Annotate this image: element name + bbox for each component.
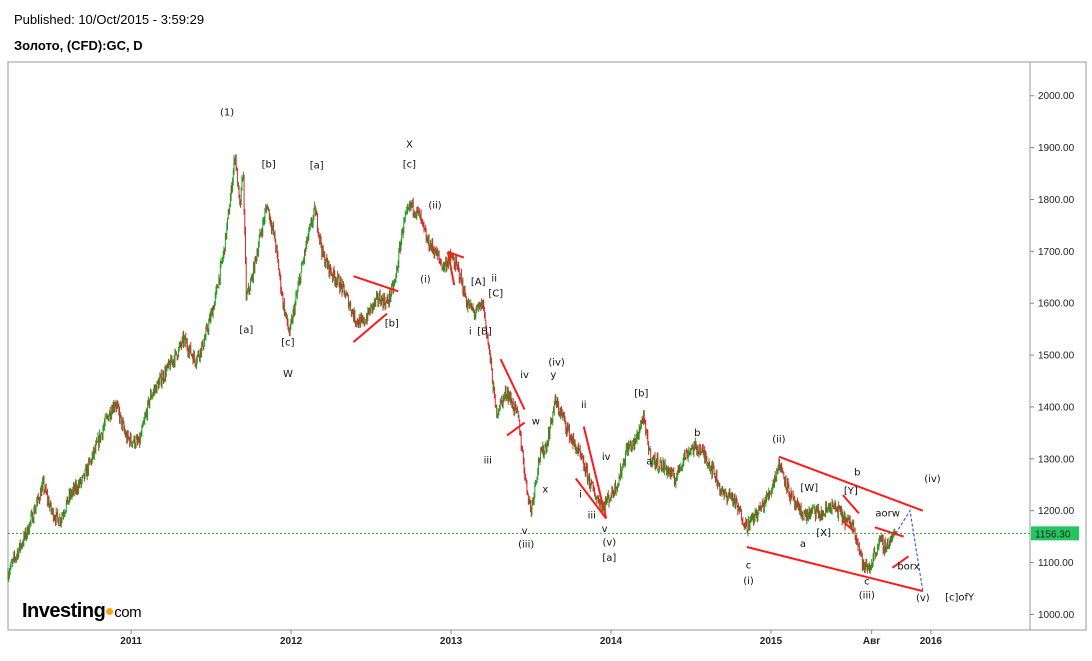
x-tick-label: 2011 bbox=[120, 636, 142, 647]
wave-label: i bbox=[469, 326, 472, 337]
projection-path bbox=[895, 509, 924, 592]
price-axis-frame bbox=[1029, 61, 1087, 631]
wave-trendline bbox=[842, 494, 860, 514]
last-price-label: 1156.30 bbox=[1035, 529, 1071, 540]
wave-label: c bbox=[746, 560, 752, 571]
wave-trendline bbox=[842, 520, 855, 533]
wave-trendline bbox=[353, 275, 399, 293]
x-tick-label: Авг bbox=[863, 636, 881, 647]
wave-label: (v) bbox=[602, 537, 616, 548]
wave-label: aorw bbox=[875, 508, 900, 519]
wave-label: [a] bbox=[602, 553, 616, 564]
y-tick-label: 2000.00 bbox=[1038, 91, 1075, 102]
wave-trendline bbox=[506, 421, 526, 437]
x-tick-label: 2012 bbox=[280, 636, 303, 647]
wave-label: (iii) bbox=[518, 540, 534, 551]
wave-label: (1) bbox=[220, 107, 234, 118]
wave-label: [W] bbox=[800, 483, 818, 494]
wave-label: W bbox=[283, 369, 293, 380]
y-tick-label: 1200.00 bbox=[1038, 506, 1075, 517]
wave-trendline bbox=[352, 312, 388, 343]
chart-title: Золото, (CFD):GC, D bbox=[14, 38, 143, 53]
wave-label: v bbox=[522, 526, 528, 537]
last-price-badge bbox=[1031, 526, 1079, 541]
y-tick-label: 1000.00 bbox=[1038, 610, 1075, 621]
wave-label: [b] bbox=[385, 319, 399, 330]
y-tick-label: 1900.00 bbox=[1038, 143, 1075, 154]
wave-label: (v) bbox=[916, 593, 930, 604]
wave-label: ii bbox=[491, 273, 497, 284]
x-tick-label: 2013 bbox=[440, 636, 463, 647]
wave-trendline bbox=[874, 526, 904, 538]
wave-label: (iv) bbox=[548, 357, 565, 368]
wave-trendline bbox=[446, 251, 456, 286]
y-tick-label: 1300.00 bbox=[1038, 454, 1075, 465]
wave-label: (i) bbox=[743, 576, 754, 587]
wave-label: iv bbox=[520, 370, 529, 381]
y-tick-label: 1600.00 bbox=[1038, 299, 1075, 310]
wave-label: [c] bbox=[281, 338, 294, 349]
logo-brand: Investing bbox=[22, 600, 106, 622]
wave-label: b bbox=[854, 467, 860, 478]
wave-label: i bbox=[579, 490, 582, 501]
y-tick-label: 1700.00 bbox=[1038, 247, 1075, 258]
wave-label: y bbox=[550, 370, 556, 381]
wave-trendline bbox=[574, 477, 607, 520]
wave-label: (i) bbox=[420, 274, 431, 285]
wave-label: borx bbox=[897, 561, 919, 572]
y-tick-label: 1400.00 bbox=[1038, 402, 1075, 413]
wave-label: (iv) bbox=[924, 474, 941, 485]
wave-label: x bbox=[542, 485, 548, 496]
wave-label: [a] bbox=[239, 325, 253, 336]
wave-label: iv bbox=[602, 452, 611, 463]
wave-label: a bbox=[646, 457, 652, 468]
x-tick-label: 2014 bbox=[600, 636, 623, 647]
wave-label: [Y] bbox=[844, 486, 858, 497]
wave-label: X bbox=[406, 140, 413, 151]
investing-logo: Investing com bbox=[22, 600, 142, 623]
wave-label: a bbox=[800, 539, 806, 550]
wave-label: [C] bbox=[488, 288, 503, 299]
wave-label: ii bbox=[581, 400, 587, 411]
wave-label: iii bbox=[588, 510, 596, 521]
wave-trendline bbox=[499, 358, 526, 410]
x-tick-label: 2015 bbox=[760, 636, 783, 647]
wave-label: [b] bbox=[634, 389, 648, 400]
wave-label: [b] bbox=[262, 159, 276, 170]
wave-label: (iii) bbox=[859, 590, 875, 601]
wave-trendline bbox=[582, 426, 608, 519]
wave-label: v bbox=[602, 524, 608, 535]
wave-label: iii bbox=[484, 455, 492, 466]
wave-trendline bbox=[746, 546, 924, 593]
wave-trendline bbox=[778, 455, 924, 512]
logo-dot-icon bbox=[106, 608, 114, 615]
wave-label: b bbox=[694, 428, 700, 439]
wave-label: [c]ofY bbox=[945, 592, 975, 603]
x-tick-label: 2016 bbox=[920, 636, 943, 647]
wave-label: (ii) bbox=[772, 435, 785, 446]
wave-label: [B] bbox=[477, 326, 492, 337]
wave-label: [A] bbox=[471, 277, 486, 288]
y-tick-label: 1100.00 bbox=[1038, 558, 1074, 569]
wave-label: (ii) bbox=[428, 200, 441, 211]
y-tick-label: 1800.00 bbox=[1038, 195, 1075, 206]
published-timestamp: Published: 10/Oct/2015 - 3:59:29 bbox=[14, 12, 205, 27]
logo-domain: com bbox=[114, 604, 142, 621]
wave-label: [c] bbox=[403, 159, 416, 170]
wave-label: [a] bbox=[310, 160, 324, 171]
wave-trendline bbox=[447, 250, 465, 259]
wave-trendline bbox=[891, 555, 910, 569]
wave-label: [X] bbox=[816, 528, 831, 539]
y-tick-label: 1500.00 bbox=[1038, 351, 1075, 362]
wave-label: c bbox=[864, 576, 870, 587]
wave-label: w bbox=[532, 417, 540, 428]
